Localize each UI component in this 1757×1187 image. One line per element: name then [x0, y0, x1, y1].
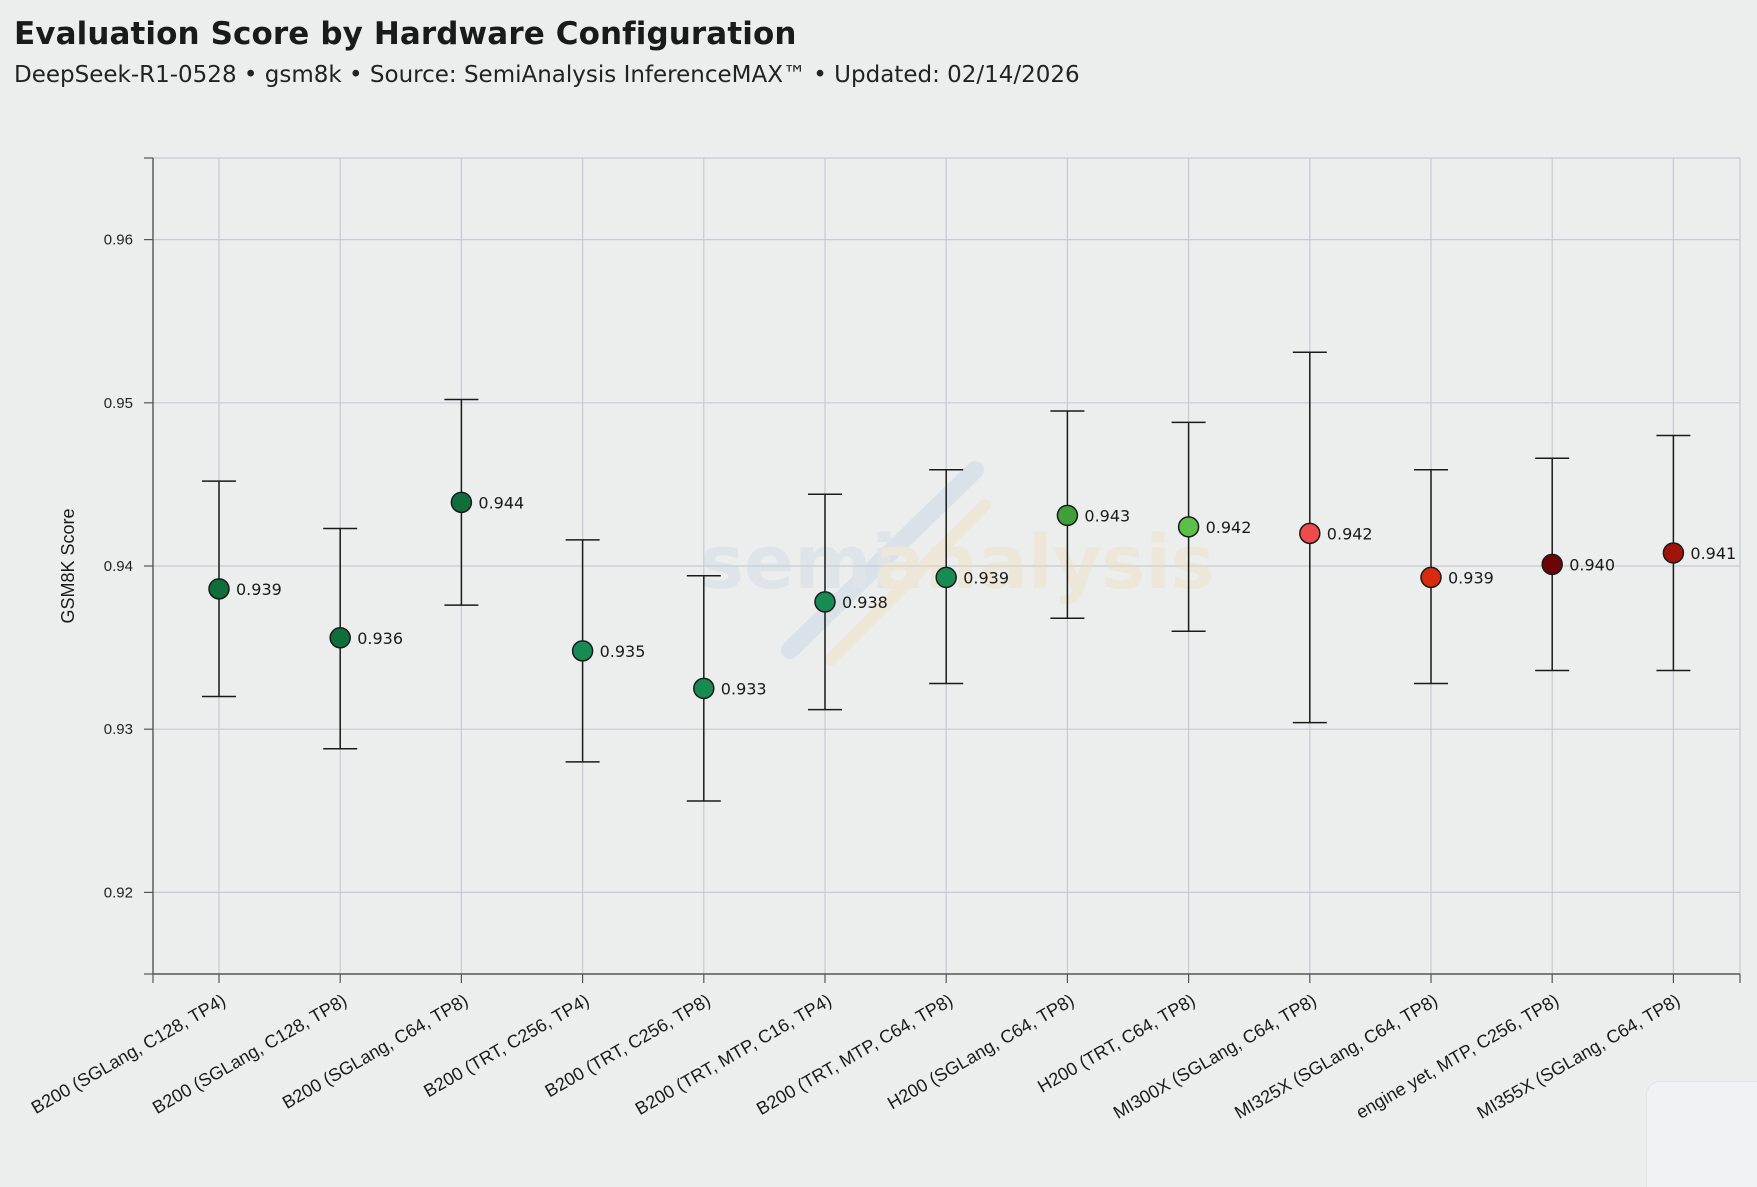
data-point: [571, 640, 594, 662]
watermark: semi analysis: [700, 461, 1215, 666]
data-point: [1056, 504, 1079, 527]
data-label: 0.940: [1569, 555, 1615, 574]
data-point: [935, 566, 957, 589]
data-point: [1420, 566, 1442, 589]
data-label: 0.942: [1206, 518, 1252, 537]
data-point: [1662, 542, 1685, 564]
data-label: 0.933: [721, 679, 767, 698]
corner-widget: [1646, 1081, 1757, 1187]
data-label: 0.939: [236, 580, 282, 599]
data-point: [1299, 522, 1321, 545]
chart-title: Evaluation Score by Hardware Configurati…: [14, 16, 797, 52]
data-label: 0.939: [1448, 568, 1494, 587]
data-label: 0.943: [1084, 506, 1130, 525]
data-label: 0.941: [1690, 544, 1736, 563]
y-axis-title: GSM8K Score: [58, 508, 78, 623]
data-label: 0.938: [842, 593, 888, 612]
data-marks: 0.939 0.936 0.944 0.935 0.933 0.938 0.939 0.943…: [202, 351, 1736, 802]
data-point: [1177, 516, 1200, 538]
x-tick-label: B200 (TRT, MTP, C16, TP4): [632, 990, 835, 1119]
data-label: 0.939: [963, 568, 1009, 587]
data-point: [208, 578, 230, 600]
x-tick-label: engine yet, MTP, C256, TP8): [1353, 990, 1563, 1123]
y-tick-label: 0.93: [104, 721, 133, 738]
data-label: 0.942: [1327, 524, 1373, 543]
watermark-text-analysis: analysis: [875, 520, 1215, 606]
x-tick-label: MI300X (SGLang, C64, TP8): [1110, 990, 1320, 1123]
y-tick-label: 0.94: [104, 558, 133, 575]
x-tick-label: B200 (TRT, MTP, C64, TP8): [753, 990, 956, 1119]
data-point: [450, 491, 473, 514]
y-tick-label: 0.92: [104, 884, 133, 901]
data-label: 0.936: [357, 629, 403, 648]
x-tick-label: B200 (SGLang, C128, TP8): [149, 990, 350, 1118]
x-axis-labels: B200 (SGLang, C128, TP4)B200 (SGLang, C1…: [28, 990, 1684, 1123]
data-label: 0.935: [600, 642, 646, 661]
data-point: [693, 677, 715, 700]
chart-subtitle: DeepSeek-R1-0528 • gsm8k • Source: SemiA…: [14, 62, 1080, 88]
x-tick-label: MI325X (SGLang, C64, TP8): [1231, 990, 1441, 1123]
watermark-text-semi: semi: [700, 520, 897, 606]
axes: 0.92 0.93 0.94 0.95 0.96: [104, 157, 1741, 983]
data-point: [814, 591, 836, 613]
y-tick-label: 0.96: [104, 232, 133, 249]
data-point: [1541, 553, 1563, 576]
data-label: 0.944: [478, 493, 524, 512]
y-tick-label: 0.95: [104, 395, 133, 412]
data-point: [329, 627, 351, 649]
x-tick-label: B200 (SGLang, C128, TP4): [28, 990, 229, 1118]
